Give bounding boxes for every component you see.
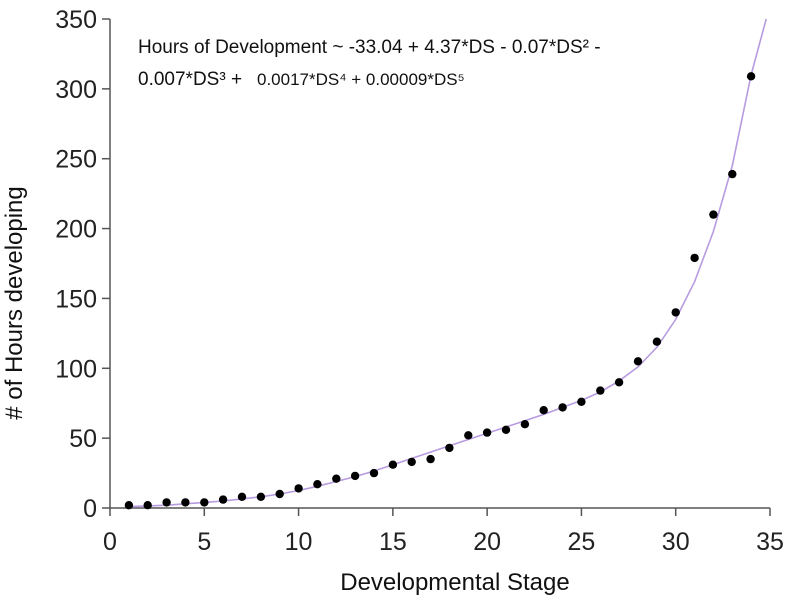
data-point: [313, 480, 322, 489]
y-tick-label: 0: [83, 495, 97, 523]
equation-line-2a: 0.007*DS³ +: [138, 69, 242, 90]
data-point: [690, 253, 699, 263]
x-tick-label: 10: [285, 528, 313, 556]
y-tick-label: 100: [55, 355, 97, 383]
data-point: [294, 484, 303, 493]
data-point: [577, 397, 586, 406]
data-point: [614, 378, 624, 387]
data-point: [332, 474, 341, 483]
data-point: [464, 431, 473, 440]
data-point: [218, 495, 228, 504]
y-tick-label: 150: [55, 285, 97, 313]
data-point: [728, 169, 737, 179]
data-point: [407, 457, 416, 467]
data-point: [256, 492, 266, 501]
data-point: [237, 492, 247, 501]
data-point: [482, 428, 492, 437]
x-tick-label: 30: [662, 528, 690, 556]
data-point: [709, 210, 718, 219]
equation-line-1: Hours of Development ~ -33.04 + 4.37*DS …: [138, 37, 601, 58]
x-axis: [109, 507, 771, 516]
data-point: [746, 72, 756, 81]
data-point: [143, 501, 152, 510]
data-points: [124, 72, 756, 510]
y-tick-label: 250: [55, 146, 97, 174]
data-point: [501, 425, 511, 434]
data-point: [633, 357, 643, 366]
y-tick-label: 350: [55, 6, 97, 34]
y-axis-title: # of Hours developing: [1, 186, 28, 419]
data-point: [124, 501, 134, 510]
data-point: [558, 403, 567, 412]
x-tick-label: 5: [197, 528, 211, 556]
fit-curve: [128, 18, 767, 508]
x-tick-label: 20: [473, 528, 501, 556]
data-point: [445, 443, 454, 453]
data-point: [275, 489, 284, 499]
data-point: [596, 386, 605, 395]
x-tick-label: 35: [756, 528, 784, 556]
y-tick-label: 300: [55, 76, 97, 104]
data-point: [369, 468, 379, 478]
data-point: [200, 498, 209, 507]
equation-line-2b: 0.0017*DS⁴ + 0.00009*DS⁵: [257, 70, 465, 89]
x-tick-label: 25: [568, 528, 596, 556]
data-point: [539, 406, 548, 415]
data-point: [652, 337, 662, 346]
data-point: [181, 498, 190, 507]
y-tick-label: 200: [55, 216, 97, 244]
y-axis: [102, 18, 111, 509]
data-point: [671, 308, 680, 317]
x-tick-label: 15: [379, 528, 407, 556]
data-point: [426, 454, 435, 464]
x-tick-label: 0: [103, 528, 117, 556]
data-point: [388, 460, 398, 469]
y-tick-labels: 0 50 100 150 200 250 300 350: [55, 6, 97, 523]
x-axis-title: Developmental Stage: [340, 569, 569, 596]
data-point: [350, 471, 360, 481]
data-point: [162, 498, 171, 507]
y-tick-label: 50: [69, 425, 97, 453]
x-tick-labels: 0 5 10 15 20 25 30 35: [103, 528, 784, 556]
data-point: [520, 420, 530, 429]
